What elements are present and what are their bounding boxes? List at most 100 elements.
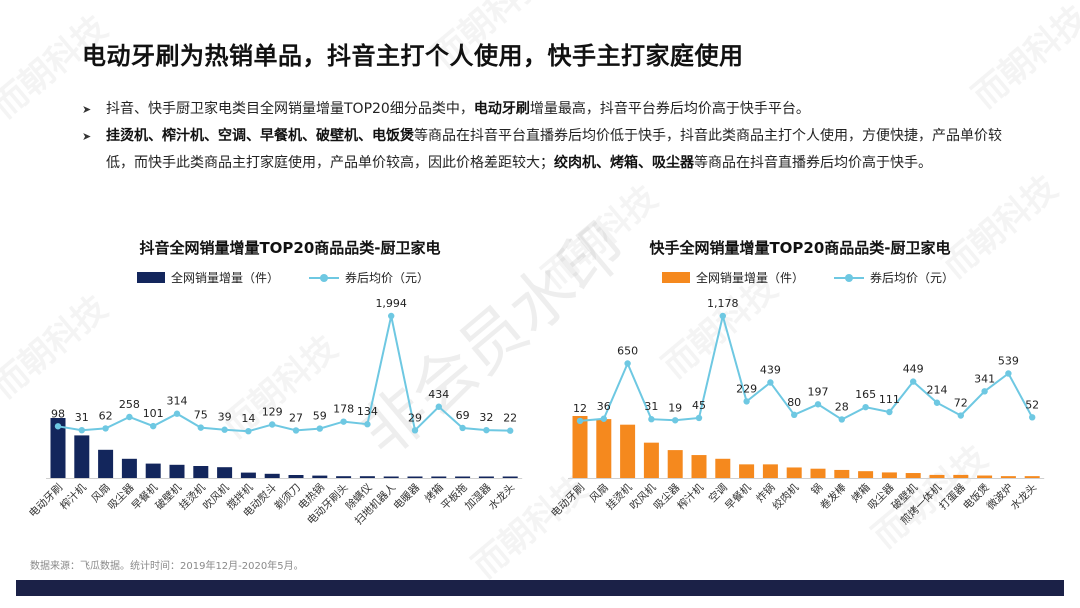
line-point — [459, 424, 466, 432]
line-point — [78, 426, 86, 434]
line-data-label: 69 — [456, 409, 470, 422]
bar — [881, 472, 897, 478]
line-data-label: 80 — [787, 396, 801, 409]
bar — [905, 473, 921, 478]
bar — [336, 476, 352, 478]
arrow-bullet-icon: ➤ — [82, 103, 92, 116]
price-line — [57, 315, 511, 433]
category-tick-label: 早餐机 — [722, 481, 754, 513]
bullet-text: 等商品在抖音平台直播券后均价低于快手，抖音此类商品主打个人使用，方便快捷，产品单… — [106, 128, 1002, 171]
line-point — [886, 408, 893, 416]
line-data-label: 341 — [974, 372, 995, 385]
bar — [217, 467, 233, 478]
line-point — [388, 312, 395, 320]
line-data-label: 14 — [241, 412, 255, 425]
line-data-label: 62 — [99, 409, 113, 422]
line-data-label: 28 — [835, 400, 849, 413]
bar — [786, 467, 802, 478]
category-tick-label: 微波炉 — [984, 481, 1015, 512]
category-tick-label: 锅 — [809, 482, 825, 498]
bar — [383, 476, 399, 478]
category-tick-label: 绞肉机 — [770, 481, 802, 513]
line-point — [600, 415, 607, 422]
line-data-label: 27 — [289, 411, 303, 424]
line-point — [340, 418, 347, 425]
line-point — [150, 422, 157, 430]
line-point — [791, 411, 798, 419]
bar — [858, 471, 874, 478]
bar — [431, 476, 447, 478]
line-point — [1029, 414, 1036, 421]
page-title: 电动牙刷为热销单品，抖音主打个人使用，快手主打家庭使用 — [82, 42, 744, 70]
bar-legend-swatch — [662, 272, 690, 283]
line-point — [126, 413, 133, 421]
bar — [169, 464, 185, 478]
bar-legend-swatch — [137, 272, 165, 283]
bar — [288, 475, 304, 478]
line-point — [435, 403, 442, 410]
bullet-text: 增量最高，抖音平台券后均价高于快手平台。 — [529, 101, 810, 117]
bar — [1024, 476, 1040, 478]
chart-legend-douyin: 全网销量增量（件） 券后均价（元） — [137, 269, 429, 286]
line-data-label: 72 — [954, 397, 968, 410]
legend-label-bar: 全网销量增量（件） — [696, 271, 805, 285]
category-tick-label: 榨汁机 — [675, 481, 707, 513]
line-data-label: 19 — [668, 401, 682, 414]
line-data-label: 258 — [119, 398, 140, 411]
bar — [929, 474, 945, 478]
line-data-label: 75 — [194, 409, 208, 422]
line-data-label: 22 — [503, 412, 517, 425]
bullet-highlight: 绞肉机、烤箱、吸尘器 — [554, 155, 694, 171]
bar — [643, 442, 659, 478]
line-data-label: 434 — [428, 388, 449, 401]
bar — [193, 466, 209, 478]
bar — [572, 416, 588, 478]
line-point — [672, 417, 679, 424]
line-data-label: 134 — [357, 405, 378, 418]
line-data-label: 36 — [597, 400, 611, 413]
bar — [667, 450, 683, 478]
line-data-label: 31 — [75, 411, 89, 424]
legend-label-line: 券后均价（元） — [345, 271, 430, 285]
bullet-highlight: 电动牙刷 — [473, 101, 530, 117]
line-data-label: 650 — [617, 345, 638, 358]
bullet-highlight: 挂烫机、榨汁机、空调、早餐机、破壁机、电饭煲 — [106, 128, 414, 144]
line-point — [767, 379, 774, 386]
bar — [98, 449, 114, 478]
bar — [50, 418, 66, 478]
bar — [359, 476, 375, 478]
bar — [264, 473, 280, 478]
line-point — [54, 423, 62, 430]
line-point — [245, 427, 252, 435]
line-point — [933, 399, 941, 406]
bar — [810, 468, 826, 478]
price-line — [579, 315, 1034, 422]
line-data-label: 39 — [218, 411, 232, 424]
line-data-label: 1,994 — [375, 297, 407, 310]
line-point — [197, 424, 204, 431]
line-data-label: 98 — [51, 407, 65, 420]
category-tick-label: 水龙头 — [1008, 481, 1039, 512]
bar — [691, 455, 707, 478]
line-point — [316, 425, 323, 432]
chart-title-kuaishou: 快手全网销量增量TOP20商品品类-厨卫家电 — [649, 239, 951, 257]
line-point — [483, 426, 490, 434]
line-data-label: 32 — [479, 411, 493, 424]
line-data-label: 12 — [573, 402, 587, 415]
line-point — [648, 416, 655, 423]
line-point — [910, 378, 917, 385]
bullet-item: ➤ 抖音、快手厨卫家电类目全网销量增量TOP20细分品类中，电动牙刷增量最高，抖… — [82, 96, 1012, 123]
arrow-bullet-icon: ➤ — [82, 130, 92, 143]
bar — [145, 463, 161, 478]
line-data-label: 45 — [692, 399, 706, 412]
bullet-item: ➤ 挂烫机、榨汁机、空调、早餐机、破壁机、电饭煲等商品在抖音平台直播券后均价低于… — [82, 123, 1012, 177]
line-data-label: 1,178 — [707, 297, 739, 310]
bullet-text: 抖音、快手厨卫家电类目全网销量增量TOP20细分品类中， — [106, 101, 474, 117]
line-legend-swatch — [309, 273, 340, 283]
line-point — [838, 416, 845, 423]
line-point — [221, 426, 228, 433]
line-point — [981, 388, 988, 395]
line-point — [364, 421, 371, 428]
bar — [407, 476, 423, 478]
line-data-label: 314 — [167, 395, 188, 408]
